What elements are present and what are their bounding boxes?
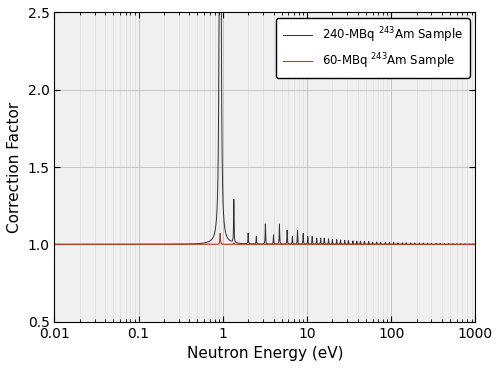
240-MBq $^{243}$Am Sample xyxy=(240,241,246,246)
Legend: 240-MBq $^{243}$Am Sample, 60-MBq $^{243}$Am Sample: 240-MBq $^{243}$Am Sample, 60-MBq $^{243… xyxy=(276,18,469,78)
Y-axis label: Correction Factor: Correction Factor xyxy=(7,102,22,233)
Line: 60-MBq $^{243}$Am Sample: 60-MBq $^{243}$Am Sample xyxy=(54,234,476,244)
240-MBq $^{243}$Am Sample xyxy=(472,242,478,247)
60-MBq $^{243}$Am Sample xyxy=(217,231,223,236)
240-MBq $^{243}$Am Sample xyxy=(460,242,466,247)
240-MBq $^{243}$Am Sample xyxy=(52,242,58,247)
60-MBq $^{243}$Am Sample xyxy=(101,242,107,247)
240-MBq $^{243}$Am Sample xyxy=(141,242,147,247)
60-MBq $^{243}$Am Sample xyxy=(52,242,58,247)
60-MBq $^{243}$Am Sample xyxy=(240,242,246,247)
60-MBq $^{243}$Am Sample xyxy=(460,242,466,247)
240-MBq $^{243}$Am Sample xyxy=(76,242,82,247)
60-MBq $^{243}$Am Sample xyxy=(362,242,368,247)
60-MBq $^{243}$Am Sample xyxy=(141,242,147,247)
240-MBq $^{243}$Am Sample xyxy=(101,242,107,247)
Line: 240-MBq $^{243}$Am Sample: 240-MBq $^{243}$Am Sample xyxy=(54,13,476,244)
240-MBq $^{243}$Am Sample xyxy=(362,242,368,247)
X-axis label: Neutron Energy (eV): Neutron Energy (eV) xyxy=(186,346,343,361)
60-MBq $^{243}$Am Sample xyxy=(76,242,82,247)
60-MBq $^{243}$Am Sample xyxy=(472,242,478,247)
240-MBq $^{243}$Am Sample xyxy=(216,10,222,15)
